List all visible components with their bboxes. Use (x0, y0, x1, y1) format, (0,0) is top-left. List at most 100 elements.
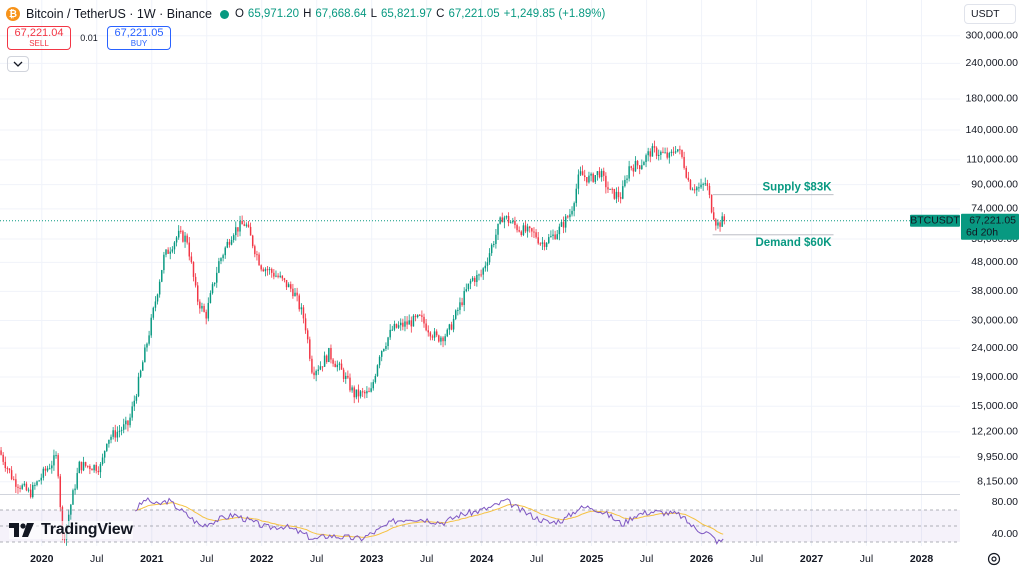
tradingview-wordmark: TradingView (41, 521, 133, 538)
candle-body (13, 479, 15, 481)
candle-body (114, 430, 116, 438)
candle-body (328, 347, 330, 362)
time-axis-label: 2022 (250, 553, 274, 565)
candle-body (38, 480, 40, 482)
candle-body (617, 191, 620, 198)
candle-body (461, 302, 463, 306)
candle-body (72, 490, 74, 505)
candle-body (693, 189, 696, 191)
candle-body (400, 322, 402, 326)
candle-body (450, 324, 453, 330)
chevron-down-icon (13, 61, 23, 67)
candle-body (550, 236, 552, 238)
candle-body (317, 369, 320, 371)
candle-body (518, 230, 520, 232)
price-axis-label: 180,000.00 (965, 93, 1018, 105)
collapse-legend-button[interactable] (7, 56, 29, 72)
candle-body (505, 216, 508, 218)
candle-body (59, 476, 62, 508)
candle-body (74, 488, 76, 491)
candle-body (435, 331, 438, 336)
candle-body (662, 151, 664, 153)
candle-body (471, 277, 474, 281)
candle-body (645, 155, 647, 163)
symbol-title[interactable]: Bitcoin / TetherUS · 1W · Binance (26, 7, 212, 21)
candle-body (230, 239, 233, 245)
candle-body (389, 329, 391, 338)
candle-body (349, 377, 351, 391)
candle-body (687, 177, 690, 180)
candle-body (277, 275, 279, 277)
ohlc-values: O 65,971.20 H 67,668.64 L 65,821.97 C 67,221… (235, 8, 605, 20)
candle-body (42, 468, 45, 478)
candle-body (91, 469, 93, 471)
candle-body (82, 462, 85, 471)
candle-body (279, 275, 281, 277)
candle-body (715, 219, 717, 226)
last-price-tag (961, 213, 1019, 240)
candle-body (298, 295, 300, 310)
candle-body (156, 294, 159, 302)
buy-button[interactable]: 67,221.05 BUY (107, 26, 171, 50)
candle-body (99, 464, 102, 473)
candle-body (196, 285, 199, 302)
candle-body (402, 322, 404, 327)
candle-body (273, 272, 275, 277)
candle-body (218, 261, 220, 273)
candle-body (706, 183, 709, 186)
candle-body (414, 315, 417, 318)
candle-body (302, 307, 305, 319)
candle-body (613, 188, 616, 199)
candle-body (84, 462, 87, 466)
time-axis-label: 2023 (360, 553, 384, 565)
candle-body (372, 382, 374, 389)
candle-body (207, 302, 210, 319)
settings-gear-icon[interactable] (987, 552, 1001, 566)
candle-body (535, 232, 537, 238)
candle-body (78, 461, 81, 474)
candle-body (247, 224, 250, 227)
candle-body (480, 274, 482, 276)
supply-zone-label: Supply $83K (763, 182, 833, 194)
candle-body (666, 152, 668, 158)
candle-body (287, 284, 290, 288)
candle-body (457, 309, 459, 311)
candle-body (526, 226, 529, 232)
candle-body (615, 191, 618, 199)
candle-body (175, 237, 178, 243)
candle-body (395, 323, 398, 328)
candle-body (619, 197, 622, 199)
candle-body (691, 189, 694, 191)
candle-body (275, 275, 277, 277)
candle-body (465, 289, 468, 292)
candle-body (332, 359, 334, 364)
candle-body (171, 249, 174, 252)
candle-body (184, 235, 186, 242)
candle-body (228, 241, 231, 245)
candle-body (300, 307, 303, 310)
price-axis-label: 12,200.00 (971, 426, 1018, 438)
ohlc-low: 65,821.97 (380, 8, 433, 20)
candle-body (87, 465, 89, 467)
currency-select[interactable]: USDT (964, 4, 1016, 24)
candle-body (347, 375, 349, 378)
candle-body (552, 234, 554, 237)
candle-body (44, 468, 47, 471)
candle-body (507, 216, 510, 223)
candle-body (116, 431, 119, 438)
candle-body (32, 484, 34, 498)
candle-body (222, 255, 224, 259)
candle-body (376, 365, 379, 377)
candle-body (101, 457, 104, 465)
rsi-line (135, 497, 724, 545)
candle-body (575, 188, 578, 204)
sell-button[interactable]: 67,221.04 SELL (7, 26, 71, 50)
candle-body (509, 222, 512, 224)
candle-body (103, 450, 106, 458)
candle-body (404, 321, 406, 327)
candle-body (493, 243, 495, 245)
tradingview-logo: TradingView (9, 521, 133, 539)
candle-body (421, 315, 423, 317)
candle-body (10, 470, 13, 480)
